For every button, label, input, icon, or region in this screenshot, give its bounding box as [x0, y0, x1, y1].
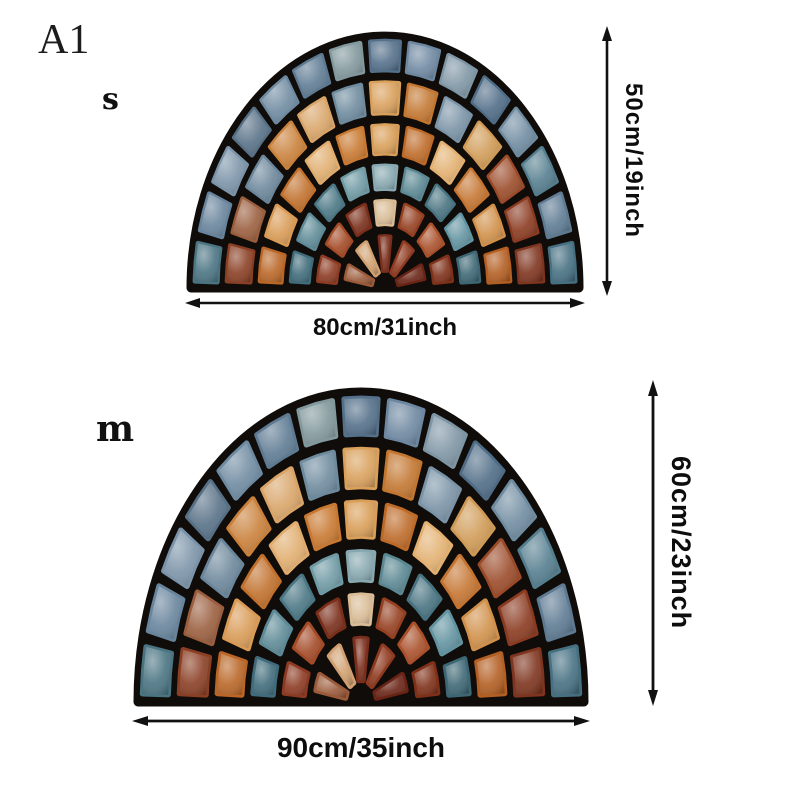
large-height-dimension: 60cm/23inch [644, 380, 696, 706]
large-width-label: 90cm/35inch [276, 732, 446, 763]
large-width-dimension: 90cm/35inch [132, 712, 590, 764]
small-height-dimension: 50cm/19inch [598, 26, 647, 296]
small-width-dimension: 80cm/31inch [185, 294, 585, 342]
small-width-arrow [185, 298, 585, 308]
mosaic-svg [186, 31, 584, 293]
variant-label: A1 [38, 17, 90, 63]
size-label-small: s [102, 82, 119, 117]
small-mat-image [185, 26, 585, 296]
large-mat-image [132, 382, 590, 710]
large-height-label: 60cm/23inch [666, 456, 696, 630]
large-height-arrow [648, 380, 658, 706]
small-width-label: 80cm/31inch [312, 314, 458, 341]
small-height-label: 50cm/19inch [620, 83, 647, 239]
mosaic-svg [133, 387, 589, 707]
large-width-arrow [132, 716, 590, 726]
small-height-arrow [602, 26, 612, 296]
size-label-medium: m [96, 408, 135, 450]
